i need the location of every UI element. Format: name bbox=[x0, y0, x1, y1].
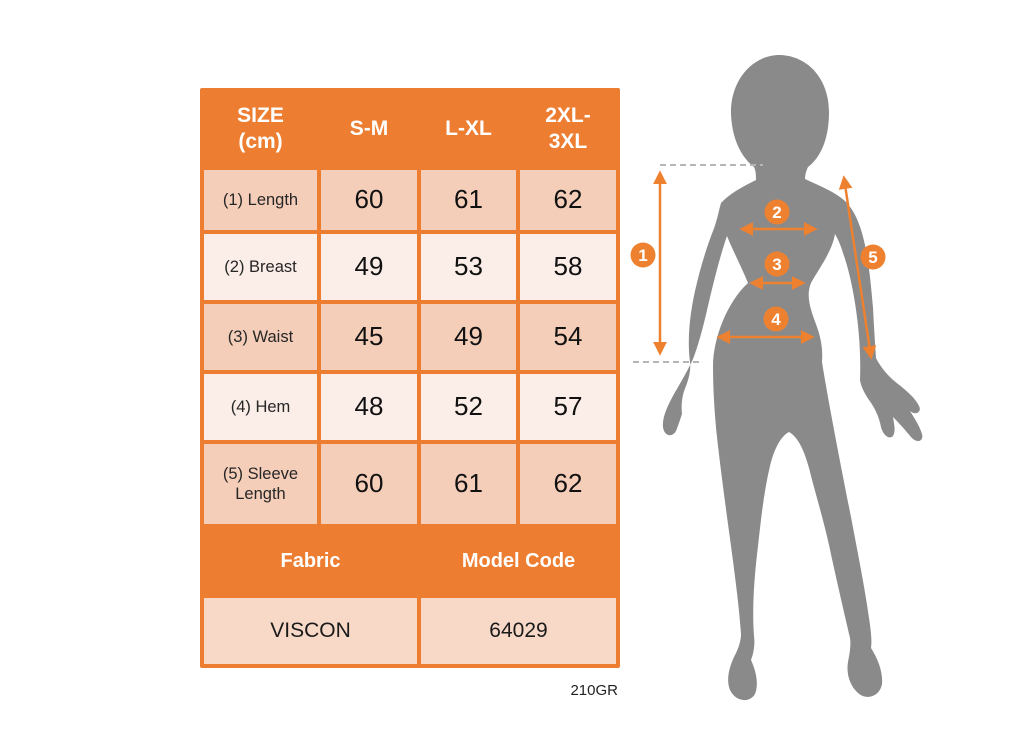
cell-length-2xl3xl: 62 bbox=[520, 170, 616, 230]
marker-3: 3 bbox=[764, 251, 790, 277]
marker-5-number: 5 bbox=[868, 248, 877, 267]
cell-sleeve-sm: 60 bbox=[321, 444, 417, 524]
marker-2-number: 2 bbox=[772, 203, 781, 222]
measurement-diagram: 1 2 3 4 5 bbox=[630, 55, 923, 701]
fabric-value: VISCON bbox=[204, 598, 417, 664]
cell-breast-2xl3xl: 58 bbox=[520, 234, 616, 300]
cell-sleeve-2xl3xl: 62 bbox=[520, 444, 616, 524]
weight-note: 210GR bbox=[570, 682, 618, 699]
row-label-length: (1) Length bbox=[204, 170, 317, 230]
cell-sleeve-lxl: 61 bbox=[421, 444, 516, 524]
cell-hem-lxl: 52 bbox=[421, 374, 516, 440]
woman-body-silhouette bbox=[662, 55, 923, 701]
cell-length-lxl: 61 bbox=[421, 170, 516, 230]
cell-length-sm: 60 bbox=[321, 170, 417, 230]
marker-1-number: 1 bbox=[638, 246, 647, 265]
cell-breast-lxl: 53 bbox=[421, 234, 516, 300]
row-label-hem: (4) Hem bbox=[204, 374, 317, 440]
marker-1: 1 bbox=[630, 242, 656, 268]
marker-4: 4 bbox=[763, 306, 789, 332]
fabric-header: Fabric bbox=[204, 528, 417, 594]
marker-2: 2 bbox=[764, 199, 790, 225]
marker-3-number: 3 bbox=[772, 255, 781, 274]
row-label-sleeve-length: (5) Sleeve Length bbox=[204, 444, 317, 524]
sleeve-arrow bbox=[838, 175, 877, 360]
model-code-value: 64029 bbox=[421, 598, 616, 664]
row-label-breast: (2) Breast bbox=[204, 234, 317, 300]
col-header-size-cm: SIZE (cm) bbox=[204, 92, 317, 166]
cell-waist-2xl3xl: 54 bbox=[520, 304, 616, 370]
cell-waist-sm: 45 bbox=[321, 304, 417, 370]
measurement-figure: 1 2 3 4 5 bbox=[615, 40, 945, 720]
size-chart-table: SIZE (cm) S-M L-XL 2XL- 3XL (1) Length 6… bbox=[200, 88, 620, 668]
col-header-s-m: S-M bbox=[321, 92, 417, 166]
cell-breast-sm: 49 bbox=[321, 234, 417, 300]
cell-waist-lxl: 49 bbox=[421, 304, 516, 370]
model-code-header: Model Code bbox=[421, 528, 616, 594]
marker-4-number: 4 bbox=[771, 310, 781, 329]
row-label-waist: (3) Waist bbox=[204, 304, 317, 370]
marker-5: 5 bbox=[860, 244, 886, 270]
cell-hem-sm: 48 bbox=[321, 374, 417, 440]
col-header-l-xl: L-XL bbox=[421, 92, 516, 166]
cell-hem-2xl3xl: 57 bbox=[520, 374, 616, 440]
col-header-2xl-3xl: 2XL- 3XL bbox=[520, 92, 616, 166]
